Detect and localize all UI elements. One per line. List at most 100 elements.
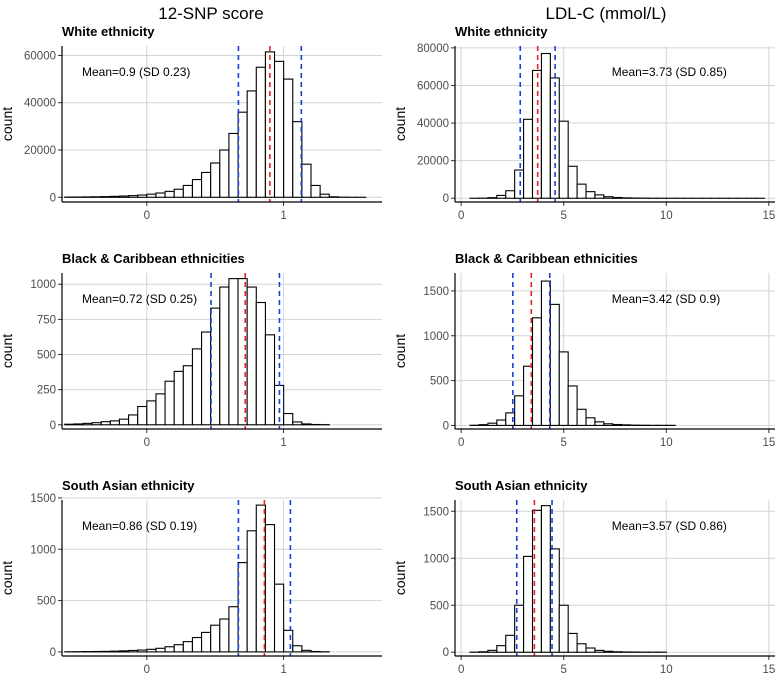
y-tick-label: 1000 (30, 279, 56, 291)
y-tick-label: 1500 (423, 506, 449, 518)
histogram-bar (146, 400, 157, 426)
histogram-bar (228, 132, 239, 198)
histogram-bar (594, 421, 605, 426)
histogram-bar (128, 649, 139, 653)
histogram-bar (228, 278, 239, 426)
y-tick-label: 500 (37, 350, 56, 362)
histogram-bar (164, 380, 175, 426)
histogram-bar (155, 192, 166, 198)
y-tick-label: 500 (37, 596, 56, 608)
histogram-bar (612, 423, 623, 426)
histogram-bar (91, 422, 102, 426)
histogram-bar (523, 118, 534, 199)
y-tick-label: 1000 (30, 544, 56, 556)
y-tick-label: 0 (50, 647, 56, 659)
histogram-bar (100, 650, 111, 653)
y-tick-label: 60000 (24, 50, 56, 62)
histogram-bar (558, 120, 569, 199)
histogram-bar (210, 307, 221, 426)
histogram-bar (100, 196, 111, 198)
histogram-bar (567, 165, 578, 199)
histogram-bar (255, 66, 266, 198)
y-axis-title: count (0, 561, 15, 595)
histogram-bar (228, 606, 239, 653)
histogram-bar (146, 193, 157, 198)
y-axis-title: count (0, 107, 15, 141)
histogram-bar (558, 604, 569, 653)
histogram-bar (201, 331, 212, 426)
histogram-bar (219, 286, 230, 426)
x-tick-label: 0 (458, 664, 464, 673)
mean-sd-annotation: Mean=3.57 (SD 0.86) (612, 519, 727, 533)
histogram-bar (301, 163, 312, 198)
histogram-bar (540, 52, 551, 199)
histogram-bar (173, 188, 184, 198)
y-tick-label: 500 (430, 600, 449, 612)
y-tick-label: 1500 (423, 286, 449, 298)
histogram-bar (182, 365, 193, 426)
x-tick-label: 5 (561, 664, 567, 673)
histogram-bar (603, 423, 614, 426)
histogram-bar (514, 169, 525, 199)
panel-southasian-ldl: South Asian ethnicity 0 500 1000 1500 0 5 10 15 c… (392, 478, 775, 673)
x-tick-label: 5 (561, 437, 567, 449)
histogram-bar (283, 629, 294, 653)
y-tick-label: 80000 (417, 43, 449, 55)
y-axis-title: count (392, 107, 408, 141)
histogram-bar (73, 423, 84, 426)
histogram-bar (523, 555, 534, 653)
histogram-bar (283, 78, 294, 198)
x-tick-label: 1 (280, 664, 286, 673)
histogram-bar (496, 419, 507, 426)
histogram-bar (301, 423, 312, 426)
histogram-bar (182, 641, 193, 653)
histogram-bar (603, 196, 614, 199)
histogram-bar (109, 650, 121, 653)
histogram-bar (201, 171, 212, 198)
panel-title: White ethnicity (455, 24, 548, 39)
x-tick-label: 0 (144, 437, 150, 449)
histogram-bar (219, 149, 230, 198)
histogram-bar (137, 405, 148, 426)
histogram-bar (128, 414, 139, 426)
histogram-bar (558, 351, 569, 426)
y-tick-label: 0 (50, 420, 56, 432)
y-tick-label: 1000 (423, 331, 449, 343)
histogram-bar (301, 649, 312, 653)
histogram-bar (164, 190, 175, 198)
x-tick-label: 0 (458, 437, 464, 449)
y-tick-label: 20000 (417, 156, 449, 168)
histogram-bar (292, 121, 303, 198)
x-tick-label: 15 (762, 210, 775, 222)
histogram-bar (487, 197, 498, 199)
mean-sd-annotation: Mean=3.73 (SD 0.85) (612, 65, 727, 79)
y-tick-label: 40000 (417, 118, 449, 130)
histogram-bar (219, 618, 230, 653)
histogram-bar (137, 194, 148, 198)
histogram-bar (100, 421, 111, 426)
histogram-bar (182, 184, 193, 198)
histogram-bar (496, 645, 507, 653)
histogram-bar (109, 420, 121, 426)
histogram-bar (191, 178, 203, 198)
histogram-bar (496, 194, 507, 199)
histogram-bar (567, 632, 578, 653)
histogram-bar (137, 649, 148, 653)
histogram-bar (237, 111, 248, 198)
y-tick-label: 40000 (24, 98, 56, 110)
y-tick-label: 750 (37, 314, 56, 326)
histogram-bar (487, 422, 498, 426)
histogram-bar (246, 530, 257, 653)
x-tick-label: 10 (660, 210, 673, 222)
histogram-bar (191, 348, 203, 426)
histogram-bar (549, 303, 560, 426)
x-tick-label: 0 (144, 210, 150, 222)
y-axis-title: count (392, 334, 408, 368)
panel-title: Black & Caribbean ethnicities (62, 251, 245, 266)
histogram-bar (246, 286, 257, 426)
x-tick-label: 15 (762, 437, 775, 449)
histogram-bar (264, 524, 276, 653)
histogram-bar (164, 646, 175, 653)
histogram-bar (246, 90, 257, 198)
